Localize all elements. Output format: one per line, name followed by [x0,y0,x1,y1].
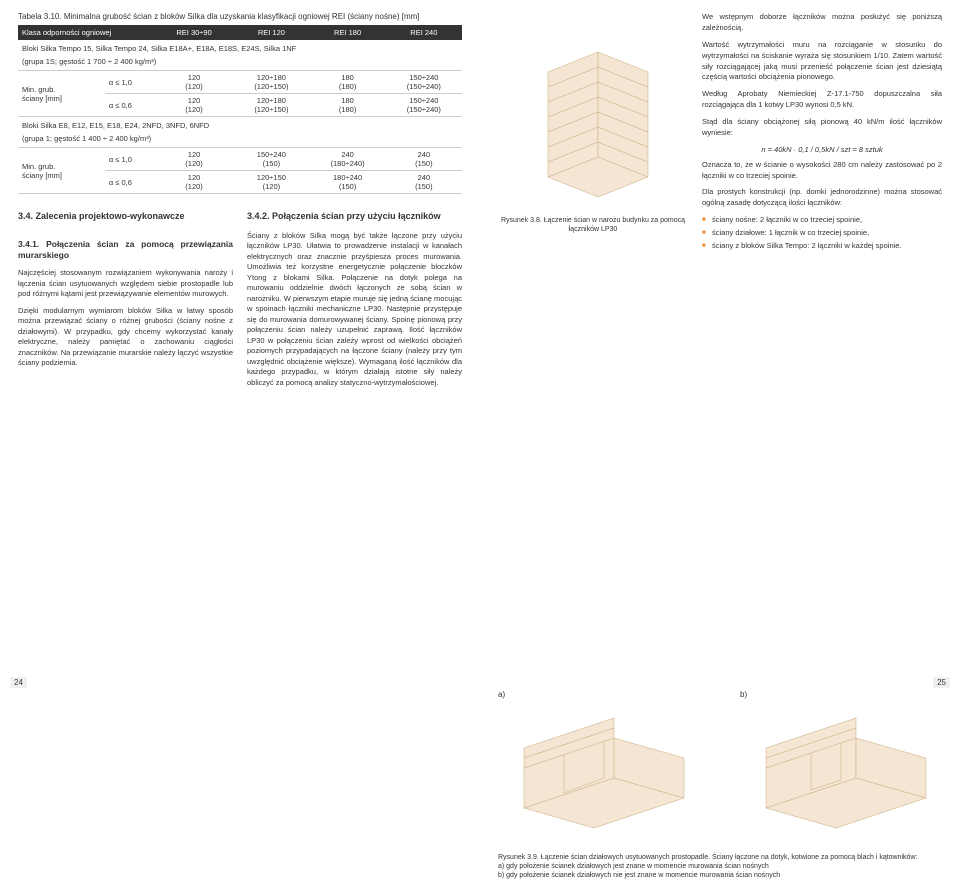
group1-title: Bloki Silka Tempo 15, Silka Tempo 24, Si… [18,40,462,55]
label-b: b) [740,690,942,699]
g2-r0-c1: 120(120) [155,148,233,171]
bul-2: ściany z bloków Silka Tempo: 2 łączniki … [702,241,942,252]
g2-rowlabel: Min. grub. ściany [mm] [18,148,105,194]
g1-r0-c2: 120÷180(120÷150) [233,71,309,94]
g2-r1-c2: 120÷150(120) [233,171,309,194]
h-342: 3.4.2. Połączenia ścian przy użyciu łącz… [247,210,462,223]
group2-title: Bloki Silka E8, E12, E15, E18, E24, 2NFD… [18,117,462,133]
page-right: Rysunek 3.8. Łączenie ścian w narożu bud… [480,0,960,694]
g1-r1-c2: 120÷180(120÷150) [233,94,309,117]
right-text-col: We wstępnym doborze łączników można posł… [702,12,942,670]
figure-39-row: a) b) [498,690,942,847]
r-p1: Wartość wytrzymałości muru na rozciągani… [702,40,942,84]
label-a: a) [498,690,700,699]
g2-r1-alpha: α ≤ 0,6 [105,171,155,194]
th-rei30: REI 30÷90 [155,25,233,40]
figure-39a: a) [498,690,700,847]
wall-tjoint-a-icon [504,708,694,838]
g1-r1-alpha: α ≤ 0,6 [105,94,155,117]
h-341: 3.4.1. Połączenia ścian za pomocą przewi… [18,239,233,263]
figure-38 [498,12,688,212]
g2-r0-c3: 240(180÷240) [309,148,385,171]
h-34: 3.4. Zalecenia projektowo-wykonawcze [18,210,233,223]
page-left: Tabela 3.10. Minimalna grubość ścian z b… [0,0,480,694]
r-p5: Dla prostych konstrukcji (np. domki jedn… [702,187,942,209]
g1-r0-c3: 180(180) [309,71,385,94]
col-right: Ściany z bloków Silka mogą być także łąc… [247,231,462,395]
g2-r0-c2: 150÷240(150) [233,148,309,171]
formula: n = 40kN · 0,1 / 0,5kN / szt = 8 sztuk [702,145,942,156]
figure-39b: b) [740,690,942,847]
wall-corner-icon [508,17,678,207]
bul-1: ściany działowe: 1 łącznik w co trzeciej… [702,228,942,239]
g2-r1-c3: 180÷240(150) [309,171,385,194]
p-342: Ściany z bloków Silka mogą być także łąc… [247,231,462,389]
th-class: Klasa odporności ogniowej [18,25,155,40]
wall-tjoint-b-icon [746,708,936,838]
figure-column: Rysunek 3.8. Łączenie ścian w narożu bud… [498,12,688,670]
headings-row: 3.4. Zalecenia projektowo-wykonawcze 3.4… [18,200,462,231]
g2-r1-c1: 120(120) [155,171,233,194]
bul-0: ściany nośne: 2 łączniki w co trzeciej s… [702,215,942,226]
r-p4: Oznacza to, że w ścianie o wysokości 280… [702,160,942,182]
g2-r0-c4: 240(150) [386,148,462,171]
text-columns: 3.4.1. Połączenia ścian za pomocą przewi… [18,231,462,395]
th-rei240: REI 240 [386,25,462,40]
g1-r1-c4: 150÷240(150÷240) [386,94,462,117]
caption-38: Rysunek 3.8. Łączenie ścian w narożu bud… [498,216,688,234]
table-caption: Tabela 3.10. Minimalna grubość ścian z b… [18,12,462,21]
page-number-left: 24 [10,677,27,688]
p-341-1: Najczęściej stosowanym rozwiązaniem wyko… [18,268,233,300]
page-number-right: 25 [933,677,950,688]
g1-rowlabel: Min. grub. ściany [mm] [18,71,105,117]
g1-r0-alpha: α ≤ 1,0 [105,71,155,94]
group1-sub: (grupa 1S; gęstość 1 700 ÷ 2 400 kg/m³) [18,55,462,71]
group2-sub: (grupa 1; gęstość 1 400 ÷ 2 400 kg/m³) [18,132,462,148]
r-intro: We wstępnym doborze łączników można posł… [702,12,942,34]
r-p2: Według Aprobaty Niemieckiej Z-17.1-750 d… [702,89,942,111]
fire-table: Klasa odporności ogniowej REI 30÷90 REI … [18,25,462,194]
g1-r0-c1: 120(120) [155,71,233,94]
caption-39: Rysunek 3.9. Łączenie ścian działowych u… [498,853,942,880]
p-341-2: Dzięki modularnym wymiarom bloków Silka … [18,306,233,369]
g2-r0-alpha: α ≤ 1,0 [105,148,155,171]
g1-r0-c4: 150÷240(150÷240) [386,71,462,94]
th-rei120: REI 120 [233,25,309,40]
col-left: 3.4.1. Połączenia ścian za pomocą przewi… [18,231,233,395]
bullet-list: ściany nośne: 2 łączniki w co trzeciej s… [702,215,942,252]
th-rei180: REI 180 [309,25,385,40]
g1-r1-c1: 120(120) [155,94,233,117]
g1-r1-c3: 180(180) [309,94,385,117]
g2-r1-c4: 240(150) [386,171,462,194]
r-p3: Stąd dla ściany obciążonej siłą pionową … [702,117,942,139]
